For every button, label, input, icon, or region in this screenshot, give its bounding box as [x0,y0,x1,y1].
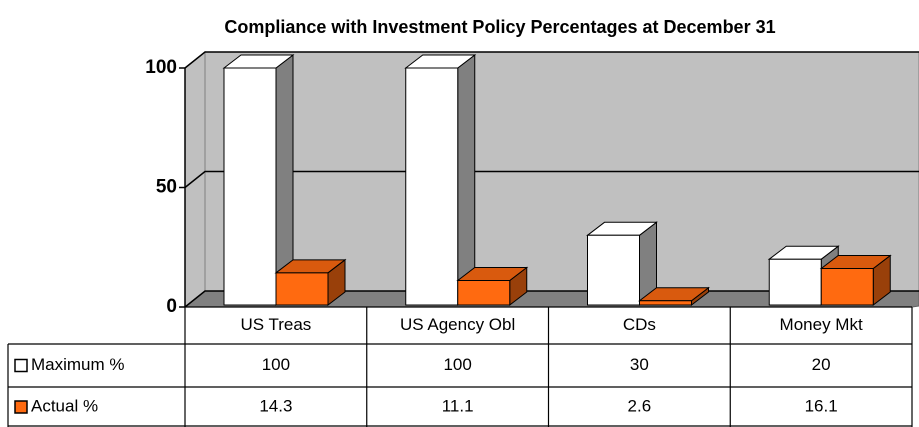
legend-label: Actual % [31,396,98,415]
x-tick-label: US Treas [240,315,311,334]
bar-front [587,234,640,306]
grid-line [184,170,919,189]
y-tick-label: 0 [166,296,177,317]
chart-title: Compliance with Investment Policy Percen… [224,17,775,37]
table-value: 20 [812,355,831,374]
table-value: 16.1 [805,396,838,415]
bar [274,258,347,307]
bar-front [405,67,459,306]
legend-key [14,358,28,373]
bar-front [457,279,511,306]
bar [456,266,529,307]
bar-front [639,300,692,306]
bar-front [820,268,874,306]
bar [819,254,892,307]
table-value: 11.1 [442,396,474,415]
table-value: 30 [630,355,649,374]
legend-key [14,400,28,414]
x-tick-label: US Agency Obl [400,315,515,334]
bar [586,221,658,307]
bar [638,286,710,307]
bar-front [768,258,822,306]
y-tick-label: 100 [145,57,177,78]
bar-front [223,67,277,306]
legend-label: Maximum % [31,355,125,374]
grid-line [184,51,919,69]
bar [404,53,477,307]
table-value: 2.6 [628,396,652,415]
table-value: 14.3 [259,396,292,415]
x-tick-label: Money Mkt [780,315,863,334]
y-tick-label: 50 [156,177,177,198]
table-value: 100 [262,355,290,374]
bar-front [275,272,329,306]
bar-side [457,53,476,307]
table-value: 100 [443,355,471,374]
x-tick-label: CDs [623,315,656,334]
